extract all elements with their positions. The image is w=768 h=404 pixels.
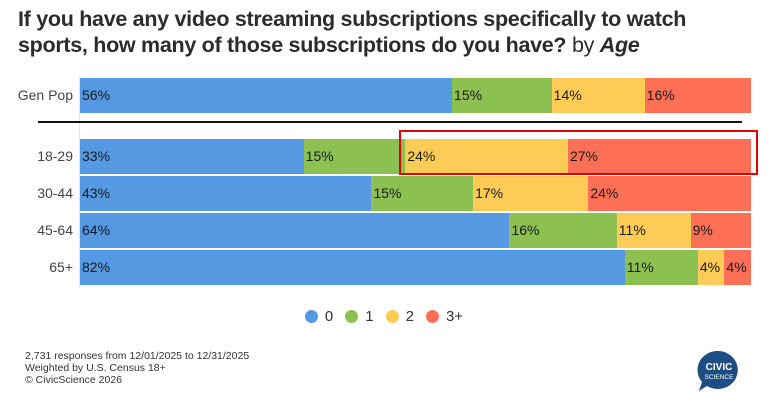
stacked-bar: 82% 11% 4% 4% bbox=[80, 250, 751, 285]
bar-row: 65+ 82% 11% 4% 4% bbox=[0, 250, 768, 285]
legend-item-3plus: 3+ bbox=[425, 308, 464, 325]
bar-segment-3plus: 9% bbox=[690, 213, 751, 248]
legend-dot-icon bbox=[345, 310, 359, 323]
segment-value-label: 27% bbox=[569, 148, 598, 164]
segment-value-label: 11% bbox=[618, 222, 646, 238]
row-label: 18-29 bbox=[37, 148, 73, 164]
bar-row: Gen Pop 56% 15% 14% 16% bbox=[0, 78, 768, 113]
segment-value-label: 11% bbox=[626, 259, 654, 275]
legend-dot-icon bbox=[425, 310, 439, 323]
bar-segment-0: 43% bbox=[80, 176, 372, 211]
bar-segment-0: 56% bbox=[80, 78, 453, 113]
highlight-box bbox=[399, 130, 758, 175]
bar-segment-1: 16% bbox=[509, 213, 617, 248]
civicscience-logo-icon: CIVIC SCIENCE bbox=[697, 350, 738, 391]
segment-value-label: 4% bbox=[699, 259, 721, 275]
segment-value-label: 64% bbox=[82, 222, 111, 238]
segment-value-label: 33% bbox=[82, 148, 111, 164]
category-axis bbox=[79, 76, 80, 286]
segment-value-label: 16% bbox=[646, 87, 675, 103]
legend-label: 0 bbox=[324, 308, 334, 325]
legend-item-1: 1 bbox=[345, 308, 374, 325]
legend-item-2: 2 bbox=[385, 308, 414, 325]
bar-segment-0: 64% bbox=[80, 213, 510, 248]
bar-segment-1: 15% bbox=[371, 176, 474, 211]
bar-segment-3plus: 24% bbox=[588, 176, 751, 211]
legend-item-0: 0 bbox=[304, 308, 334, 325]
bar-row: 30-44 43% 15% 17% 24% bbox=[0, 176, 768, 211]
legend: 0 1 2 3+ bbox=[0, 308, 768, 325]
bar-row: 18-29 33% 15% 24% 27% bbox=[0, 139, 768, 174]
segment-value-label: 14% bbox=[553, 87, 582, 103]
bar-segment-1: 15% bbox=[303, 139, 406, 174]
bar-segment-2: 4% bbox=[697, 250, 725, 285]
bar-segment-0: 33% bbox=[80, 139, 304, 174]
segment-value-label: 43% bbox=[82, 185, 111, 201]
segment-value-label: 9% bbox=[692, 222, 713, 238]
row-label: 45-64 bbox=[37, 222, 73, 238]
footer-copyright: © CivicScience 2026 bbox=[25, 374, 123, 386]
footer-notes: 2,731 responses from 12/01/2025 to 12/31… bbox=[25, 350, 249, 386]
segment-value-label: 16% bbox=[511, 222, 540, 238]
segment-value-label: 15% bbox=[305, 148, 334, 164]
bar-segment-3plus: 16% bbox=[644, 78, 751, 113]
legend-label: 2 bbox=[405, 308, 414, 325]
bar-segment-3plus: 27% bbox=[567, 139, 751, 174]
segment-value-label: 24% bbox=[590, 185, 619, 201]
segment-value-label: 4% bbox=[726, 259, 747, 275]
legend-dot-icon bbox=[385, 310, 399, 323]
segment-value-label: 15% bbox=[373, 185, 402, 201]
bar-segment-3plus: 4% bbox=[724, 250, 751, 285]
segment-value-label: 24% bbox=[407, 148, 436, 164]
bar-segment-1: 15% bbox=[452, 78, 552, 113]
svg-text:CIVIC: CIVIC bbox=[706, 362, 733, 373]
row-label: 30-44 bbox=[37, 185, 73, 201]
footer-weighting: Weighted by U.S. Census 18+ bbox=[25, 362, 166, 374]
chart-title: If you have any video streaming subscrip… bbox=[18, 6, 758, 58]
bar-segment-0: 82% bbox=[80, 250, 625, 285]
bar-segment-2: 24% bbox=[405, 139, 568, 174]
legend-label: 3+ bbox=[445, 308, 464, 325]
title-by: by bbox=[571, 33, 595, 57]
legend-dot-icon bbox=[304, 310, 318, 323]
stacked-bar: 56% 15% 14% 16% bbox=[80, 78, 751, 113]
segment-value-label: 56% bbox=[82, 87, 111, 103]
legend-label: 1 bbox=[365, 308, 374, 325]
stacked-bar: 33% 15% 24% 27% bbox=[80, 139, 751, 174]
stacked-bar: 43% 15% 17% 24% bbox=[80, 176, 751, 211]
footer-responses: 2,731 responses from 12/01/2025 to 12/31… bbox=[25, 350, 250, 362]
row-label: 65+ bbox=[49, 259, 73, 275]
segment-value-label: 15% bbox=[454, 87, 483, 103]
gen-pop-divider bbox=[38, 121, 742, 123]
bar-segment-2: 17% bbox=[473, 176, 589, 211]
bar-segment-1: 11% bbox=[624, 250, 698, 285]
segment-value-label: 82% bbox=[82, 259, 111, 275]
row-label: Gen Pop bbox=[17, 87, 73, 103]
title-dimension: Age bbox=[599, 33, 640, 57]
bar-segment-2: 11% bbox=[616, 213, 691, 248]
bar-row: 45-64 64% 16% 11% 9% bbox=[0, 213, 768, 248]
svg-text:SCIENCE: SCIENCE bbox=[705, 374, 735, 381]
title-question: If you have any video streaming subscrip… bbox=[18, 7, 687, 57]
segment-value-label: 17% bbox=[475, 185, 504, 201]
stacked-bar: 64% 16% 11% 9% bbox=[80, 213, 751, 248]
bar-segment-2: 14% bbox=[551, 78, 645, 113]
